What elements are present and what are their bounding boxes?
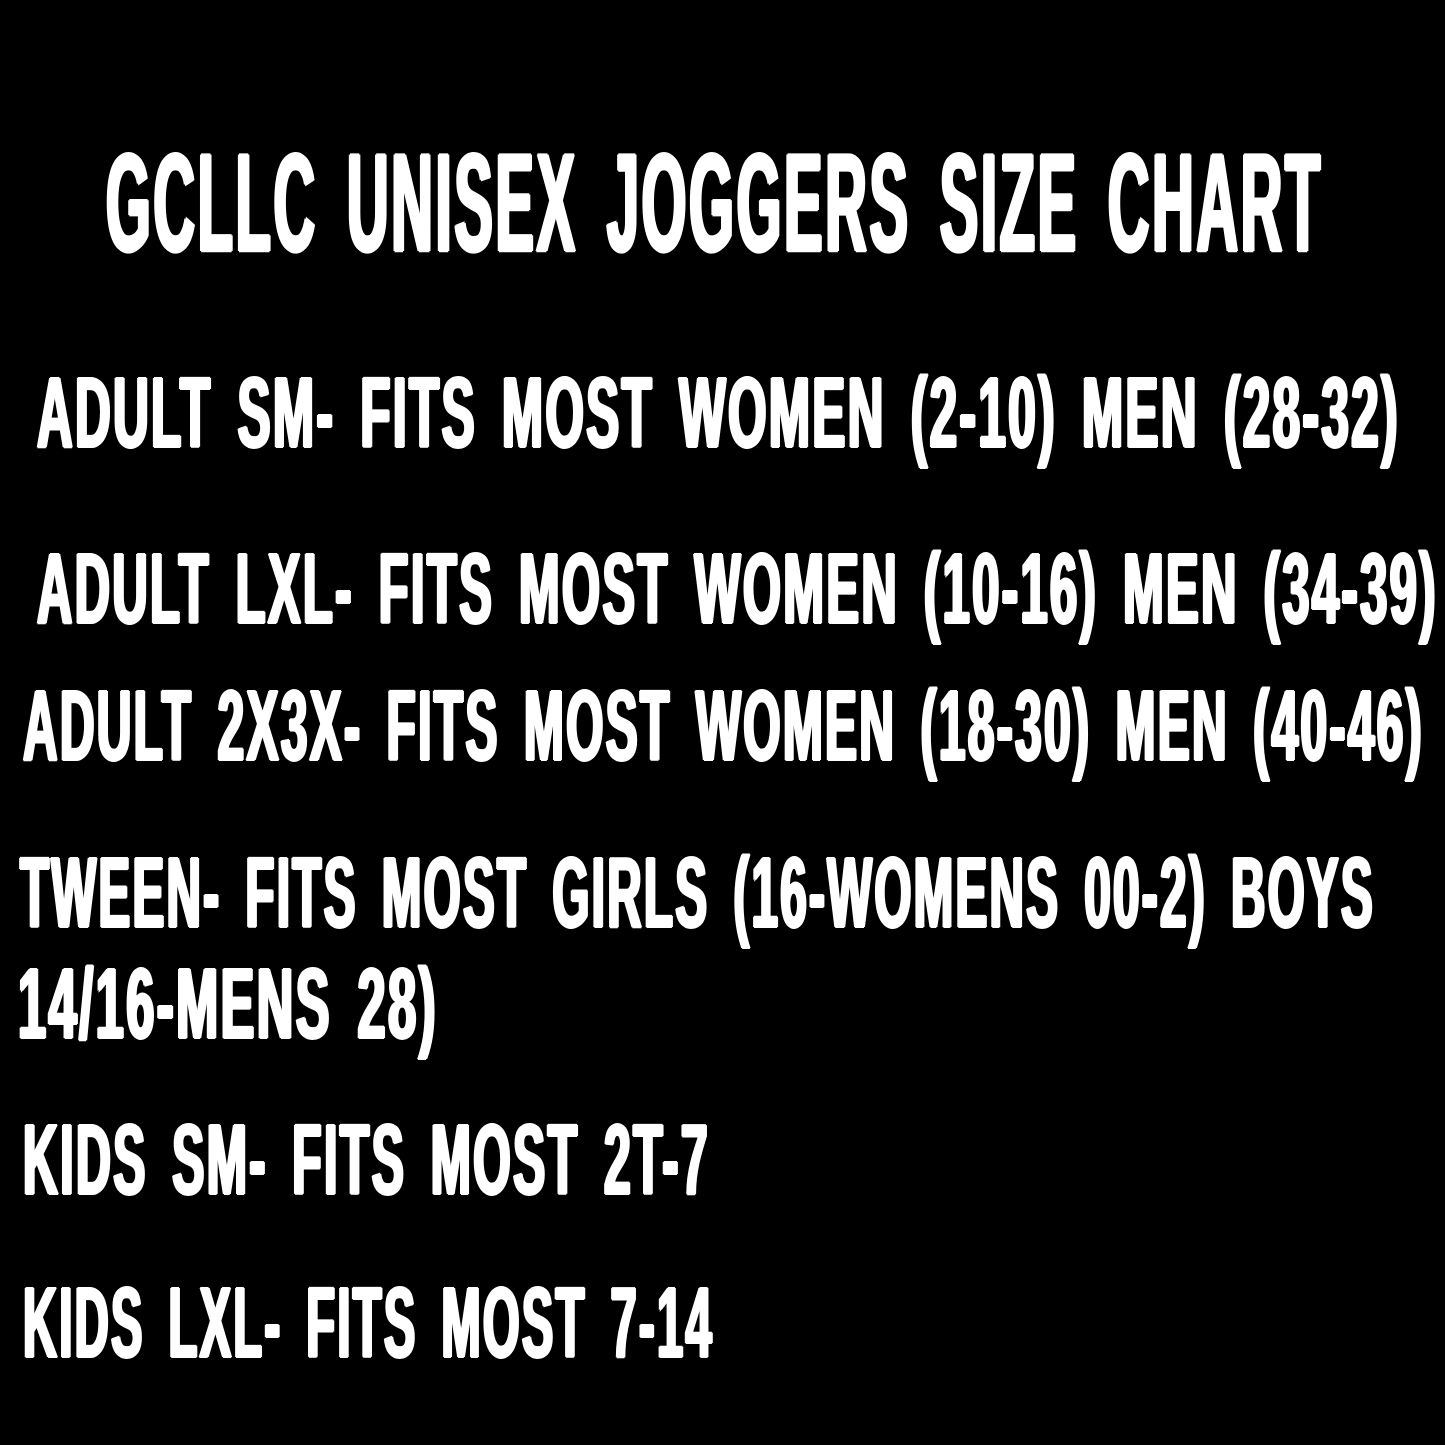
size-row-tween: TWEEN- FITS MOST GIRLS (16-WOMENS 00-2) … — [20, 837, 1375, 949]
size-row-adult-lxl: ADULT LXL- FITS MOST WOMEN (10-16) MEN (… — [37, 533, 1438, 645]
size-row-adult-sm: ADULT SM- FITS MOST WOMEN (2-10) MEN (28… — [37, 357, 1400, 469]
size-row-kids-sm: KIDS SM- FITS MOST 2T-7 — [23, 1104, 710, 1216]
size-row-kids-lxl: KIDS LXL- FITS MOST 7-14 — [23, 1267, 714, 1379]
size-row-tween-continued: 14/16-MENS 28) — [17, 948, 438, 1060]
size-row-adult-2x3x: ADULT 2X3X- FITS MOST WOMEN (18-30) MEN … — [23, 670, 1424, 782]
page-title: GCLLC UNISEX JOGGERS SIZE CHART — [105, 124, 1323, 281]
